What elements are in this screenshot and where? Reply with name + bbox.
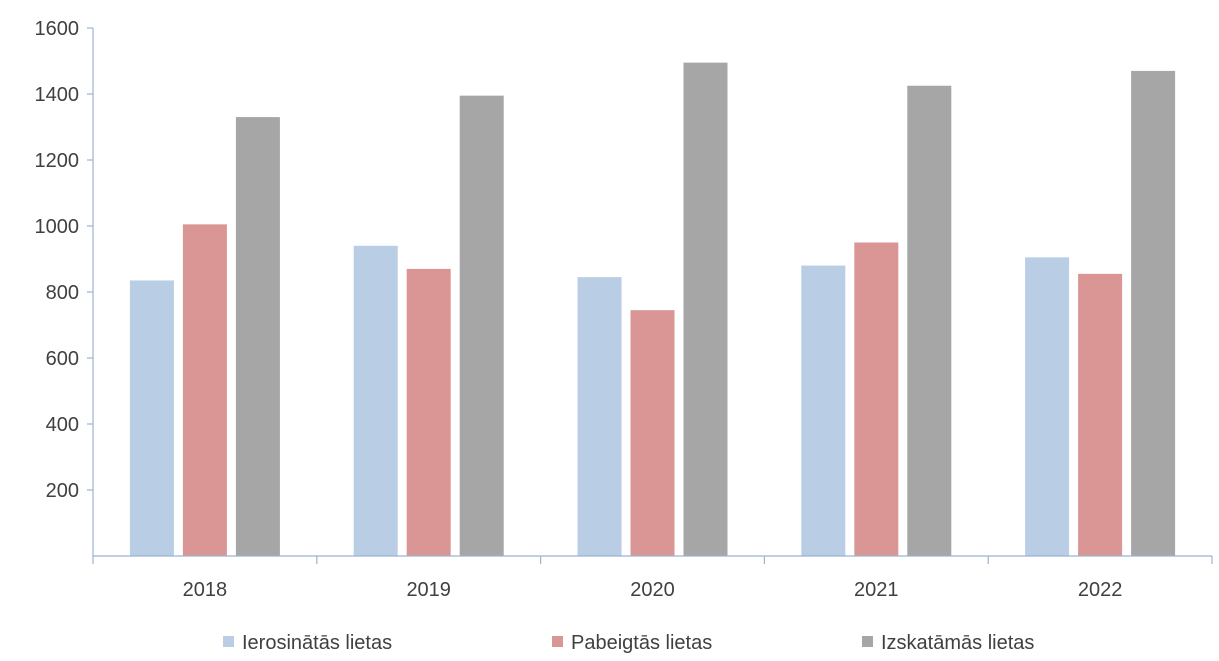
x-tick-label: 2019 — [406, 579, 451, 601]
y-tick-label: 1200 — [35, 150, 80, 172]
y-tick-label: 1000 — [35, 216, 80, 238]
bar — [1131, 70, 1176, 557]
bar — [801, 265, 846, 556]
bar — [630, 310, 675, 556]
y-tick-label: 800 — [46, 282, 79, 304]
bar — [907, 85, 952, 556]
bars — [129, 62, 1176, 557]
legend: Ierosinātās lietas Pabeigtās lietas Izskat… — [223, 632, 1034, 654]
bar — [459, 95, 504, 557]
y-tick-label: 1600 — [35, 18, 80, 40]
x-tick-label: 2020 — [630, 579, 675, 601]
x-tick-label: 2021 — [854, 579, 899, 601]
bar — [1025, 257, 1070, 556]
y-tick-label: 400 — [46, 414, 79, 436]
x-tick-label: 2018 — [183, 579, 228, 601]
y-axis: 200 400 600 800 1000 1200 1400 1600 — [35, 18, 94, 556]
legend-swatch — [223, 636, 234, 647]
legend-swatch — [552, 636, 563, 647]
bar — [182, 224, 227, 556]
bar — [1078, 273, 1123, 556]
bar — [406, 268, 451, 556]
bar — [577, 277, 622, 556]
y-tick-label: 600 — [46, 348, 79, 370]
bar — [353, 245, 398, 557]
bar — [683, 62, 728, 557]
x-axis: 2018 2019 2020 2021 2022 — [92, 555, 1213, 601]
bar — [854, 242, 899, 556]
legend-label: Pabeigtās lietas — [571, 632, 712, 654]
legend-swatch — [862, 636, 873, 647]
legend-label: Ierosinātās lietas — [242, 632, 392, 654]
legend-label: Izskatāmās lietas — [881, 632, 1034, 654]
y-tick-label: 200 — [46, 480, 79, 502]
x-tick-label: 2022 — [1078, 579, 1123, 601]
bar — [129, 280, 174, 556]
y-tick-label: 1400 — [35, 84, 80, 106]
bar — [235, 117, 280, 556]
